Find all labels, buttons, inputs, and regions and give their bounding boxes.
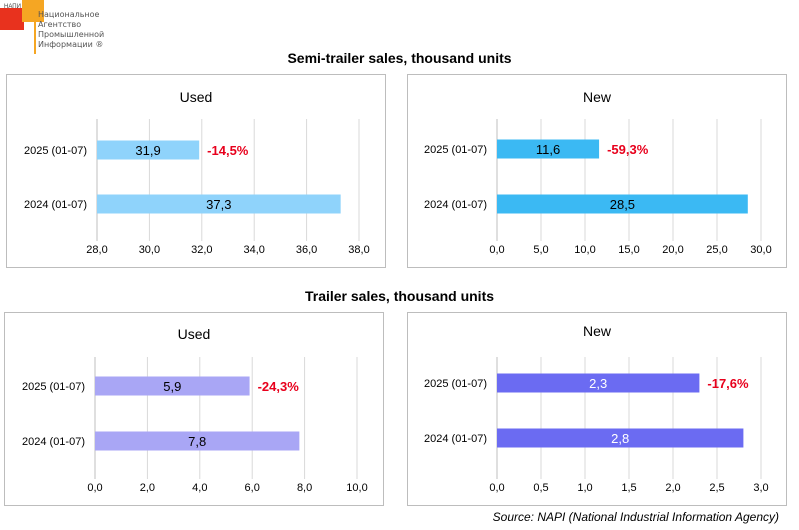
bar — [95, 376, 250, 396]
x-tick-label: 4,0 — [192, 482, 207, 494]
x-tick-label: 10,0 — [346, 482, 367, 494]
bar-value-label: 31,9 — [135, 143, 160, 158]
x-tick-label: 32,0 — [191, 244, 212, 256]
bar-value-label: 37,3 — [206, 197, 231, 212]
x-tick-label: 5,0 — [533, 244, 548, 256]
change-label: -59,3% — [607, 142, 649, 157]
chart-title: New — [583, 323, 612, 339]
category-label: 2024 (01-07) — [24, 199, 87, 211]
x-tick-label: 1,0 — [577, 482, 592, 494]
bar — [97, 194, 341, 214]
category-label: 2025 (01-07) — [424, 144, 487, 156]
bar-value-label: 11,6 — [536, 142, 560, 157]
chart-panel-trailer-used: Used 5,9 2025 (01-07) -24,3% 7,8 2024 (01-07)… — [4, 312, 384, 506]
change-label: -17,6% — [707, 376, 749, 391]
bar-value-label: 28,5 — [610, 197, 635, 212]
logo-line: Информации ® — [38, 40, 104, 49]
category-label: 2024 (01-07) — [22, 436, 85, 448]
logo-line: Агентство — [38, 20, 82, 29]
x-tick-label: 28,0 — [86, 244, 107, 256]
x-tick-label: 1,5 — [621, 482, 636, 494]
chart-title: Used — [178, 326, 211, 342]
x-tick-label: 38,0 — [348, 244, 369, 256]
logo-red-square — [0, 8, 24, 30]
bar — [97, 140, 200, 160]
logo-orange-square — [22, 0, 44, 22]
x-tick-label: 25,0 — [706, 244, 727, 256]
semi-trailer-section-title: Semi-trailer sales, thousand units — [287, 50, 512, 66]
change-label: -14,5% — [207, 143, 249, 158]
logo-line: Промышленной — [38, 30, 105, 39]
bar-value-label: 2,8 — [611, 431, 629, 446]
chart-panel-trailer-new: New 2,3 2025 (01-07) -17,6% 2,8 2024 (01-07) 0… — [407, 312, 787, 506]
x-tick-label: 0,5 — [533, 482, 548, 494]
x-tick-label: 2,0 — [140, 482, 155, 494]
chart-panel-semi-used: Used 31,9 2025 (01-07) -14,5% 37,3 2024 (01-0… — [6, 74, 386, 268]
bar-value-label: 7,8 — [188, 434, 206, 449]
bar — [497, 194, 748, 214]
x-tick-label: 30,0 — [750, 244, 771, 256]
category-label: 2025 (01-07) — [22, 381, 85, 393]
bar — [497, 139, 600, 159]
semi-used-bar-chart: Used 31,9 2025 (01-07) -14,5% 37,3 2024 (01-0… — [24, 89, 370, 256]
x-tick-label: 0,0 — [489, 482, 504, 494]
bar — [497, 428, 744, 448]
x-tick-label: 8,0 — [297, 482, 312, 494]
x-tick-label: 36,0 — [296, 244, 317, 256]
x-tick-label: 6,0 — [245, 482, 260, 494]
x-tick-label: 2,5 — [709, 482, 724, 494]
bar — [95, 431, 300, 451]
category-label: 2024 (01-07) — [424, 433, 487, 445]
logo-divider — [34, 8, 36, 54]
x-tick-label: 2,0 — [665, 482, 680, 494]
trailer-new-bar-chart: New 2,3 2025 (01-07) -17,6% 2,8 2024 (01-07) 0… — [424, 323, 769, 494]
bar-value-label: 2,3 — [589, 376, 607, 391]
napi-logo: НАПИ Национальное Агентство Промышленной… — [0, 0, 104, 58]
bar-value-label: 5,9 — [163, 379, 181, 394]
chart-title: Used — [180, 89, 213, 105]
category-label: 2025 (01-07) — [24, 145, 87, 157]
x-tick-label: 34,0 — [243, 244, 264, 256]
logo-text: Национальное Агентство Промышленной Инфо… — [38, 10, 104, 50]
source-note: Source: NAPI (National Industrial Inform… — [492, 510, 779, 524]
logo-abbr: НАПИ — [4, 4, 21, 10]
category-label: 2024 (01-07) — [424, 199, 487, 211]
x-tick-label: 0,0 — [489, 244, 504, 256]
change-label: -24,3% — [258, 379, 300, 394]
trailer-section-title: Trailer sales, thousand units — [304, 288, 495, 304]
x-tick-label: 30,0 — [139, 244, 160, 256]
logo-line: Национальное — [38, 10, 100, 19]
trailer-used-bar-chart: Used 5,9 2025 (01-07) -24,3% 7,8 2024 (01-07)… — [22, 326, 368, 494]
category-label: 2025 (01-07) — [424, 378, 487, 390]
bar — [497, 373, 700, 393]
x-tick-label: 10,0 — [574, 244, 595, 256]
x-tick-label: 0,0 — [87, 482, 102, 494]
semi-new-bar-chart: New 11,6 2025 (01-07) -59,3% 28,5 2024 (01-07… — [424, 89, 772, 256]
x-tick-label: 15,0 — [618, 244, 639, 256]
x-tick-label: 20,0 — [662, 244, 683, 256]
chart-title: New — [583, 89, 612, 105]
chart-panel-semi-new: New 11,6 2025 (01-07) -59,3% 28,5 2024 (01-07… — [407, 74, 787, 268]
x-tick-label: 3,0 — [753, 482, 768, 494]
